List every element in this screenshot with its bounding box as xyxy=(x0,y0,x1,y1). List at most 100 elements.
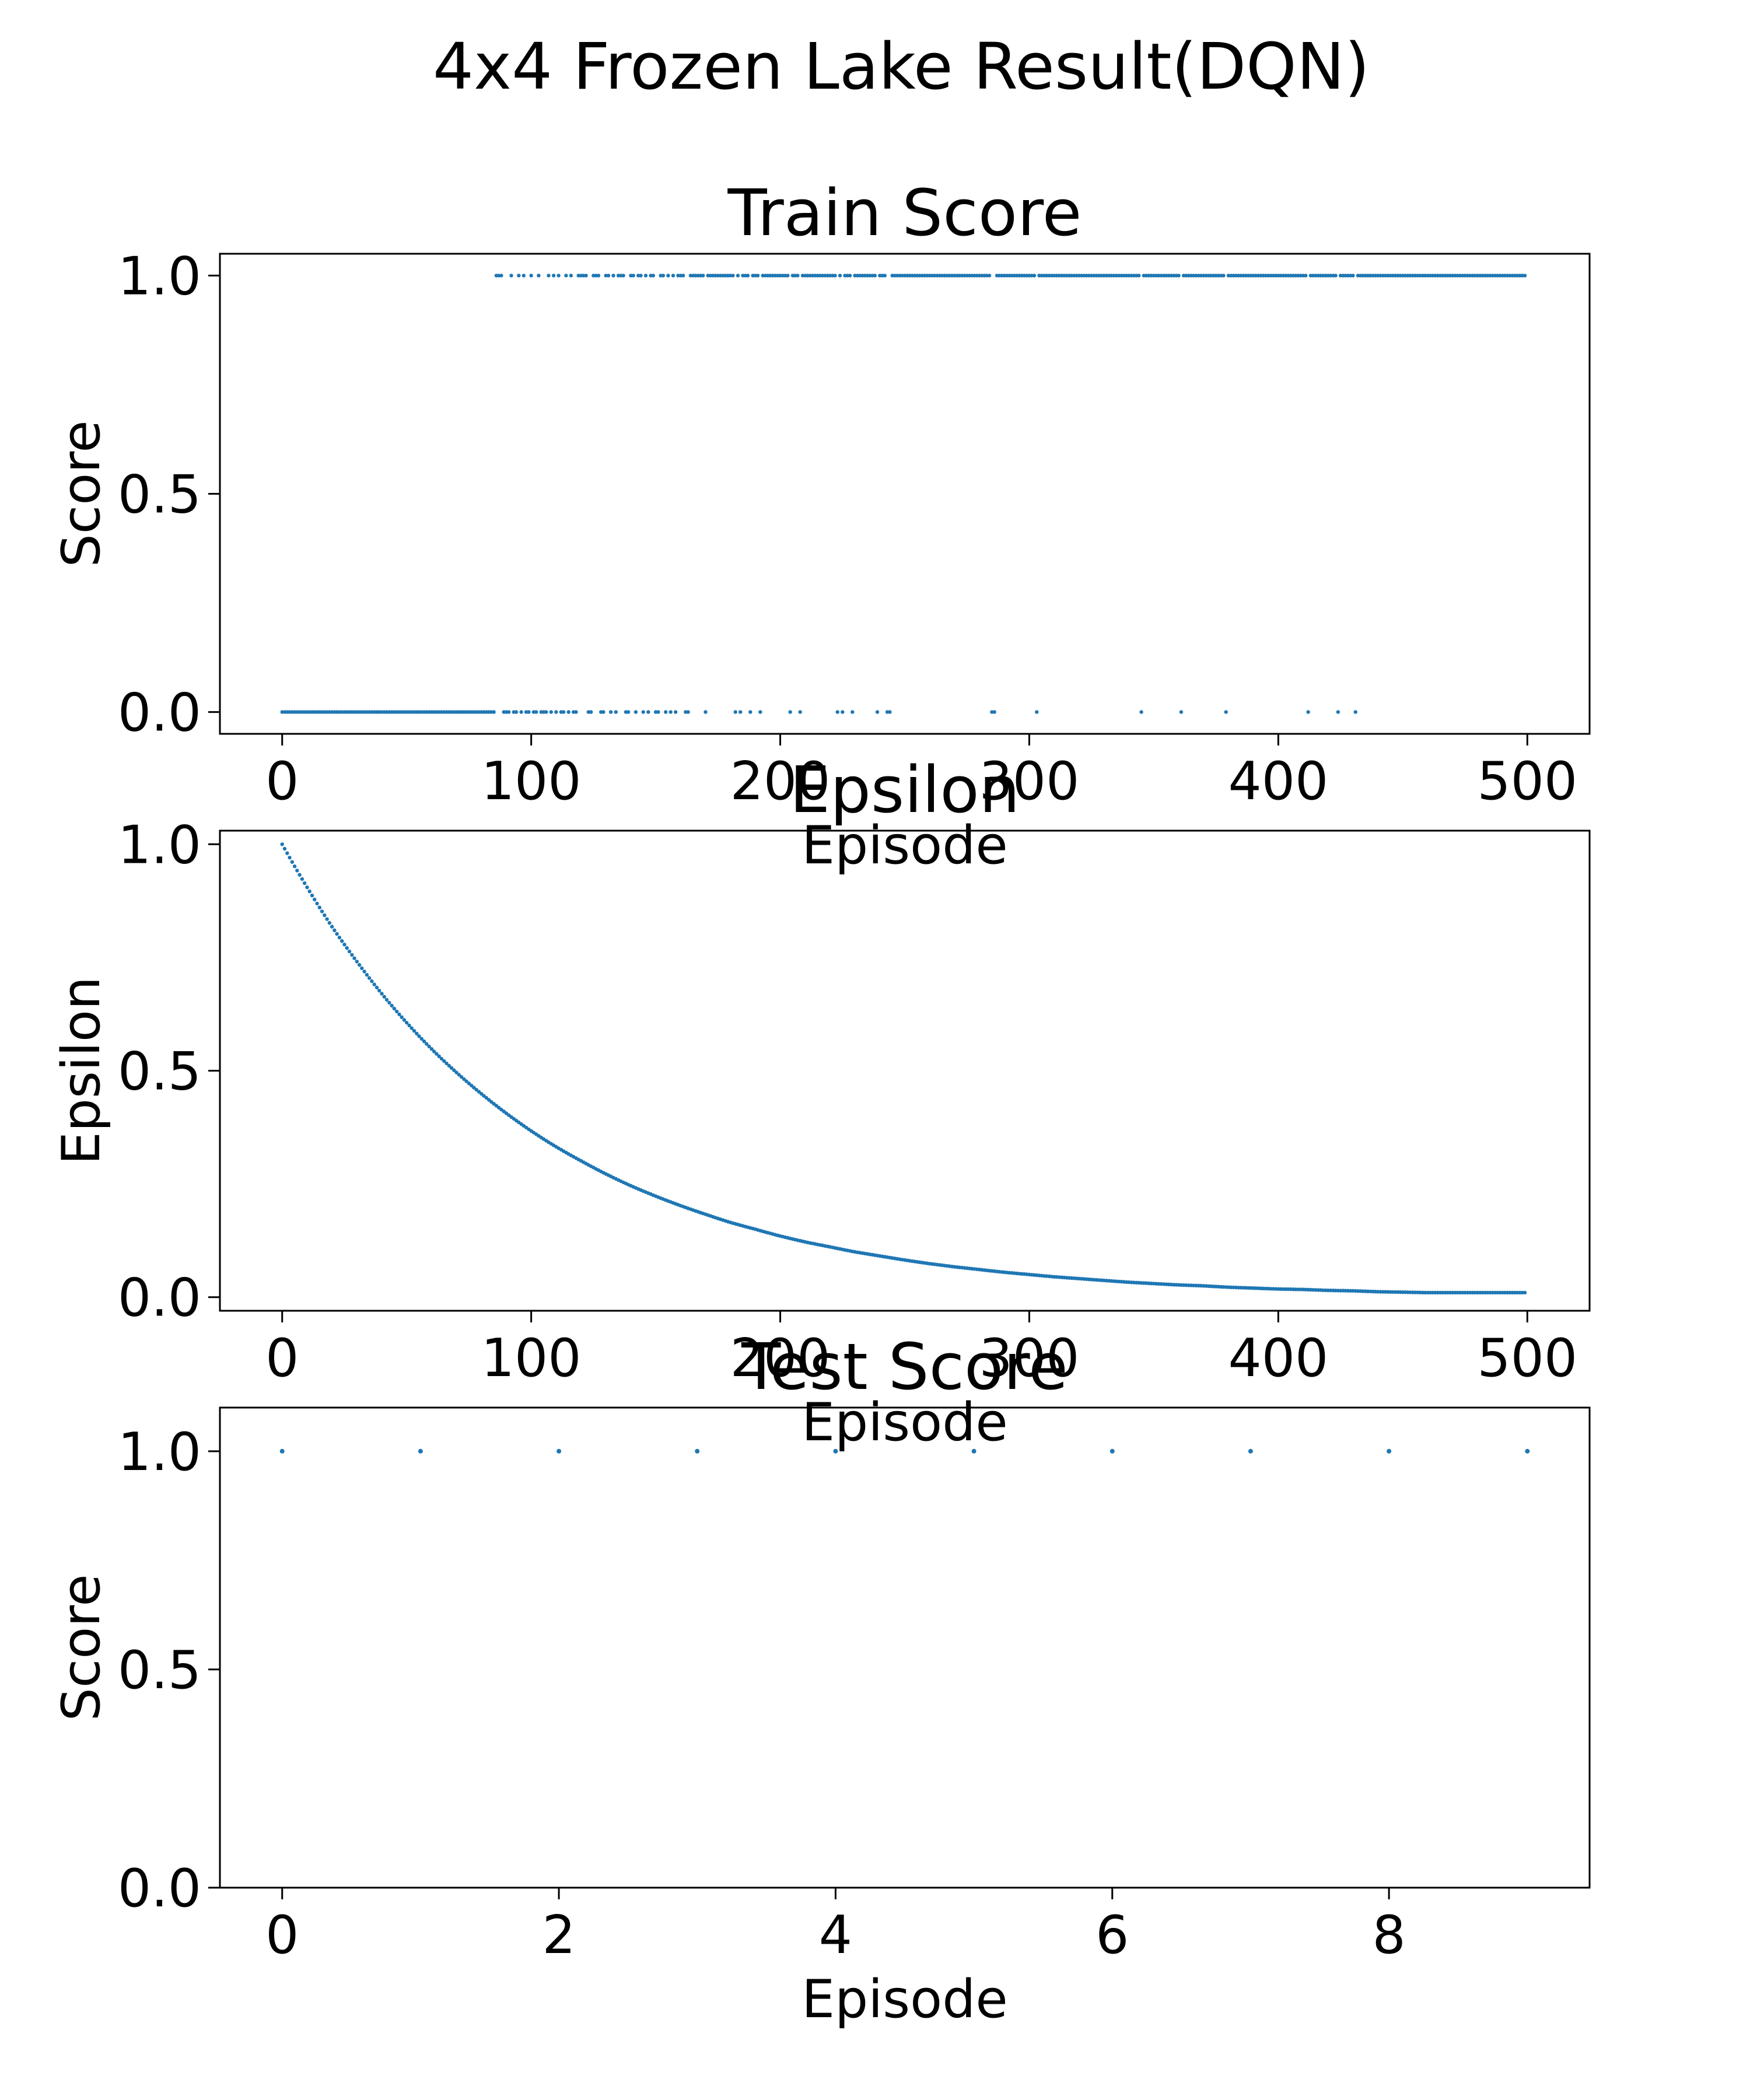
data-point xyxy=(288,856,292,860)
data-point xyxy=(606,274,611,278)
data-point xyxy=(405,1021,409,1025)
data-point xyxy=(477,1090,481,1094)
x-tick-label: 6 xyxy=(1096,1905,1129,1966)
data-point xyxy=(1351,274,1355,278)
y-axis-label: Epsilon xyxy=(51,977,112,1165)
data-point xyxy=(367,976,372,980)
data-point xyxy=(651,274,656,278)
data-point xyxy=(410,1026,414,1030)
data-point xyxy=(472,1086,476,1090)
chart-panel-1: Train Score 0 100 200 300 400 500 0.0 0.5 1.0 Epis… xyxy=(51,176,1591,876)
data-point xyxy=(1179,710,1184,714)
x-tick-label: 100 xyxy=(481,751,582,812)
data-point xyxy=(482,1094,486,1098)
data-series xyxy=(280,274,1527,714)
data-point xyxy=(1387,1448,1392,1454)
data-point xyxy=(574,710,578,714)
chart-title: Test Score xyxy=(741,1329,1068,1404)
data-point xyxy=(1035,710,1039,714)
data-point xyxy=(514,710,519,714)
x-axis-label: Episode xyxy=(802,815,1007,876)
data-point xyxy=(656,710,660,714)
data-point xyxy=(295,869,299,873)
data-point xyxy=(664,710,668,714)
data-point xyxy=(384,998,389,1002)
data-point xyxy=(370,979,374,984)
data-point xyxy=(646,710,650,714)
chart-panel-3: Test Score 0 2 4 6 8 0.0 0.5 1.0 Episode Score xyxy=(51,1329,1591,2030)
data-point xyxy=(447,1063,451,1068)
data-point xyxy=(547,274,551,278)
data-point xyxy=(509,274,513,278)
data-point xyxy=(522,274,526,278)
data-point xyxy=(464,1079,468,1083)
x-tick-label: 400 xyxy=(1228,1328,1328,1389)
data-point xyxy=(454,1070,459,1074)
data-point xyxy=(788,710,792,714)
data-point xyxy=(738,710,743,714)
data-point xyxy=(838,274,842,278)
data-point xyxy=(342,943,346,947)
data-point xyxy=(290,860,294,864)
x-tick-label: 0 xyxy=(265,1905,299,1966)
data-point xyxy=(372,982,376,986)
data-point xyxy=(634,710,638,714)
data-point xyxy=(435,1052,439,1056)
data-point xyxy=(1353,710,1357,714)
x-tick-label: 4 xyxy=(819,1905,852,1966)
data-point xyxy=(1177,274,1181,278)
data-point xyxy=(755,274,760,278)
data-point xyxy=(601,710,606,714)
data-point xyxy=(848,274,852,278)
chart-title: Epsilon xyxy=(790,752,1020,827)
data-point xyxy=(631,274,635,278)
data-point xyxy=(302,881,307,886)
data-point xyxy=(340,939,344,943)
data-point xyxy=(355,960,359,964)
data-point xyxy=(462,1077,466,1082)
axes-frame xyxy=(219,1406,1591,1889)
data-point xyxy=(437,1054,441,1059)
data-point xyxy=(332,928,337,933)
y-tick-label: 0.0 xyxy=(118,1268,201,1329)
data-point xyxy=(566,710,570,714)
data-point xyxy=(352,956,356,960)
data-point xyxy=(315,901,319,906)
data-point xyxy=(987,274,992,278)
x-tick-label: 2 xyxy=(542,1905,575,1966)
data-point xyxy=(681,274,685,278)
data-point xyxy=(377,989,382,993)
y-tick-label: 0.0 xyxy=(118,1858,201,1919)
data-point xyxy=(551,274,556,278)
x-tick-label: 8 xyxy=(1372,1905,1405,1966)
data-point xyxy=(786,274,790,278)
data-point xyxy=(347,949,352,954)
data-point xyxy=(621,274,625,278)
data-point xyxy=(452,1068,456,1072)
figure-title: 4x4 Frozen Lake Result(DQN) xyxy=(433,29,1370,104)
data-point xyxy=(427,1044,431,1049)
data-point xyxy=(492,710,496,714)
data-point xyxy=(527,710,531,714)
data-point xyxy=(422,1040,426,1044)
data-point xyxy=(412,1029,416,1033)
data-point xyxy=(614,710,618,714)
x-tick-label: 400 xyxy=(1228,751,1328,812)
chart-title: Train Score xyxy=(727,176,1082,250)
data-point xyxy=(671,274,676,278)
data-point xyxy=(313,897,317,902)
data-point xyxy=(400,1015,404,1019)
data-point xyxy=(549,710,553,714)
data-point xyxy=(419,1037,424,1041)
data-point xyxy=(517,274,521,278)
data-point xyxy=(335,932,339,936)
x-tick-label: 500 xyxy=(1477,1328,1577,1389)
data-point xyxy=(425,1042,429,1046)
data-point xyxy=(833,1448,838,1454)
data-point xyxy=(365,972,369,977)
data-point xyxy=(480,1091,484,1096)
data-point xyxy=(589,710,593,714)
data-point xyxy=(402,1018,407,1022)
x-tick-label: 100 xyxy=(481,1328,582,1389)
data-point xyxy=(746,274,750,278)
